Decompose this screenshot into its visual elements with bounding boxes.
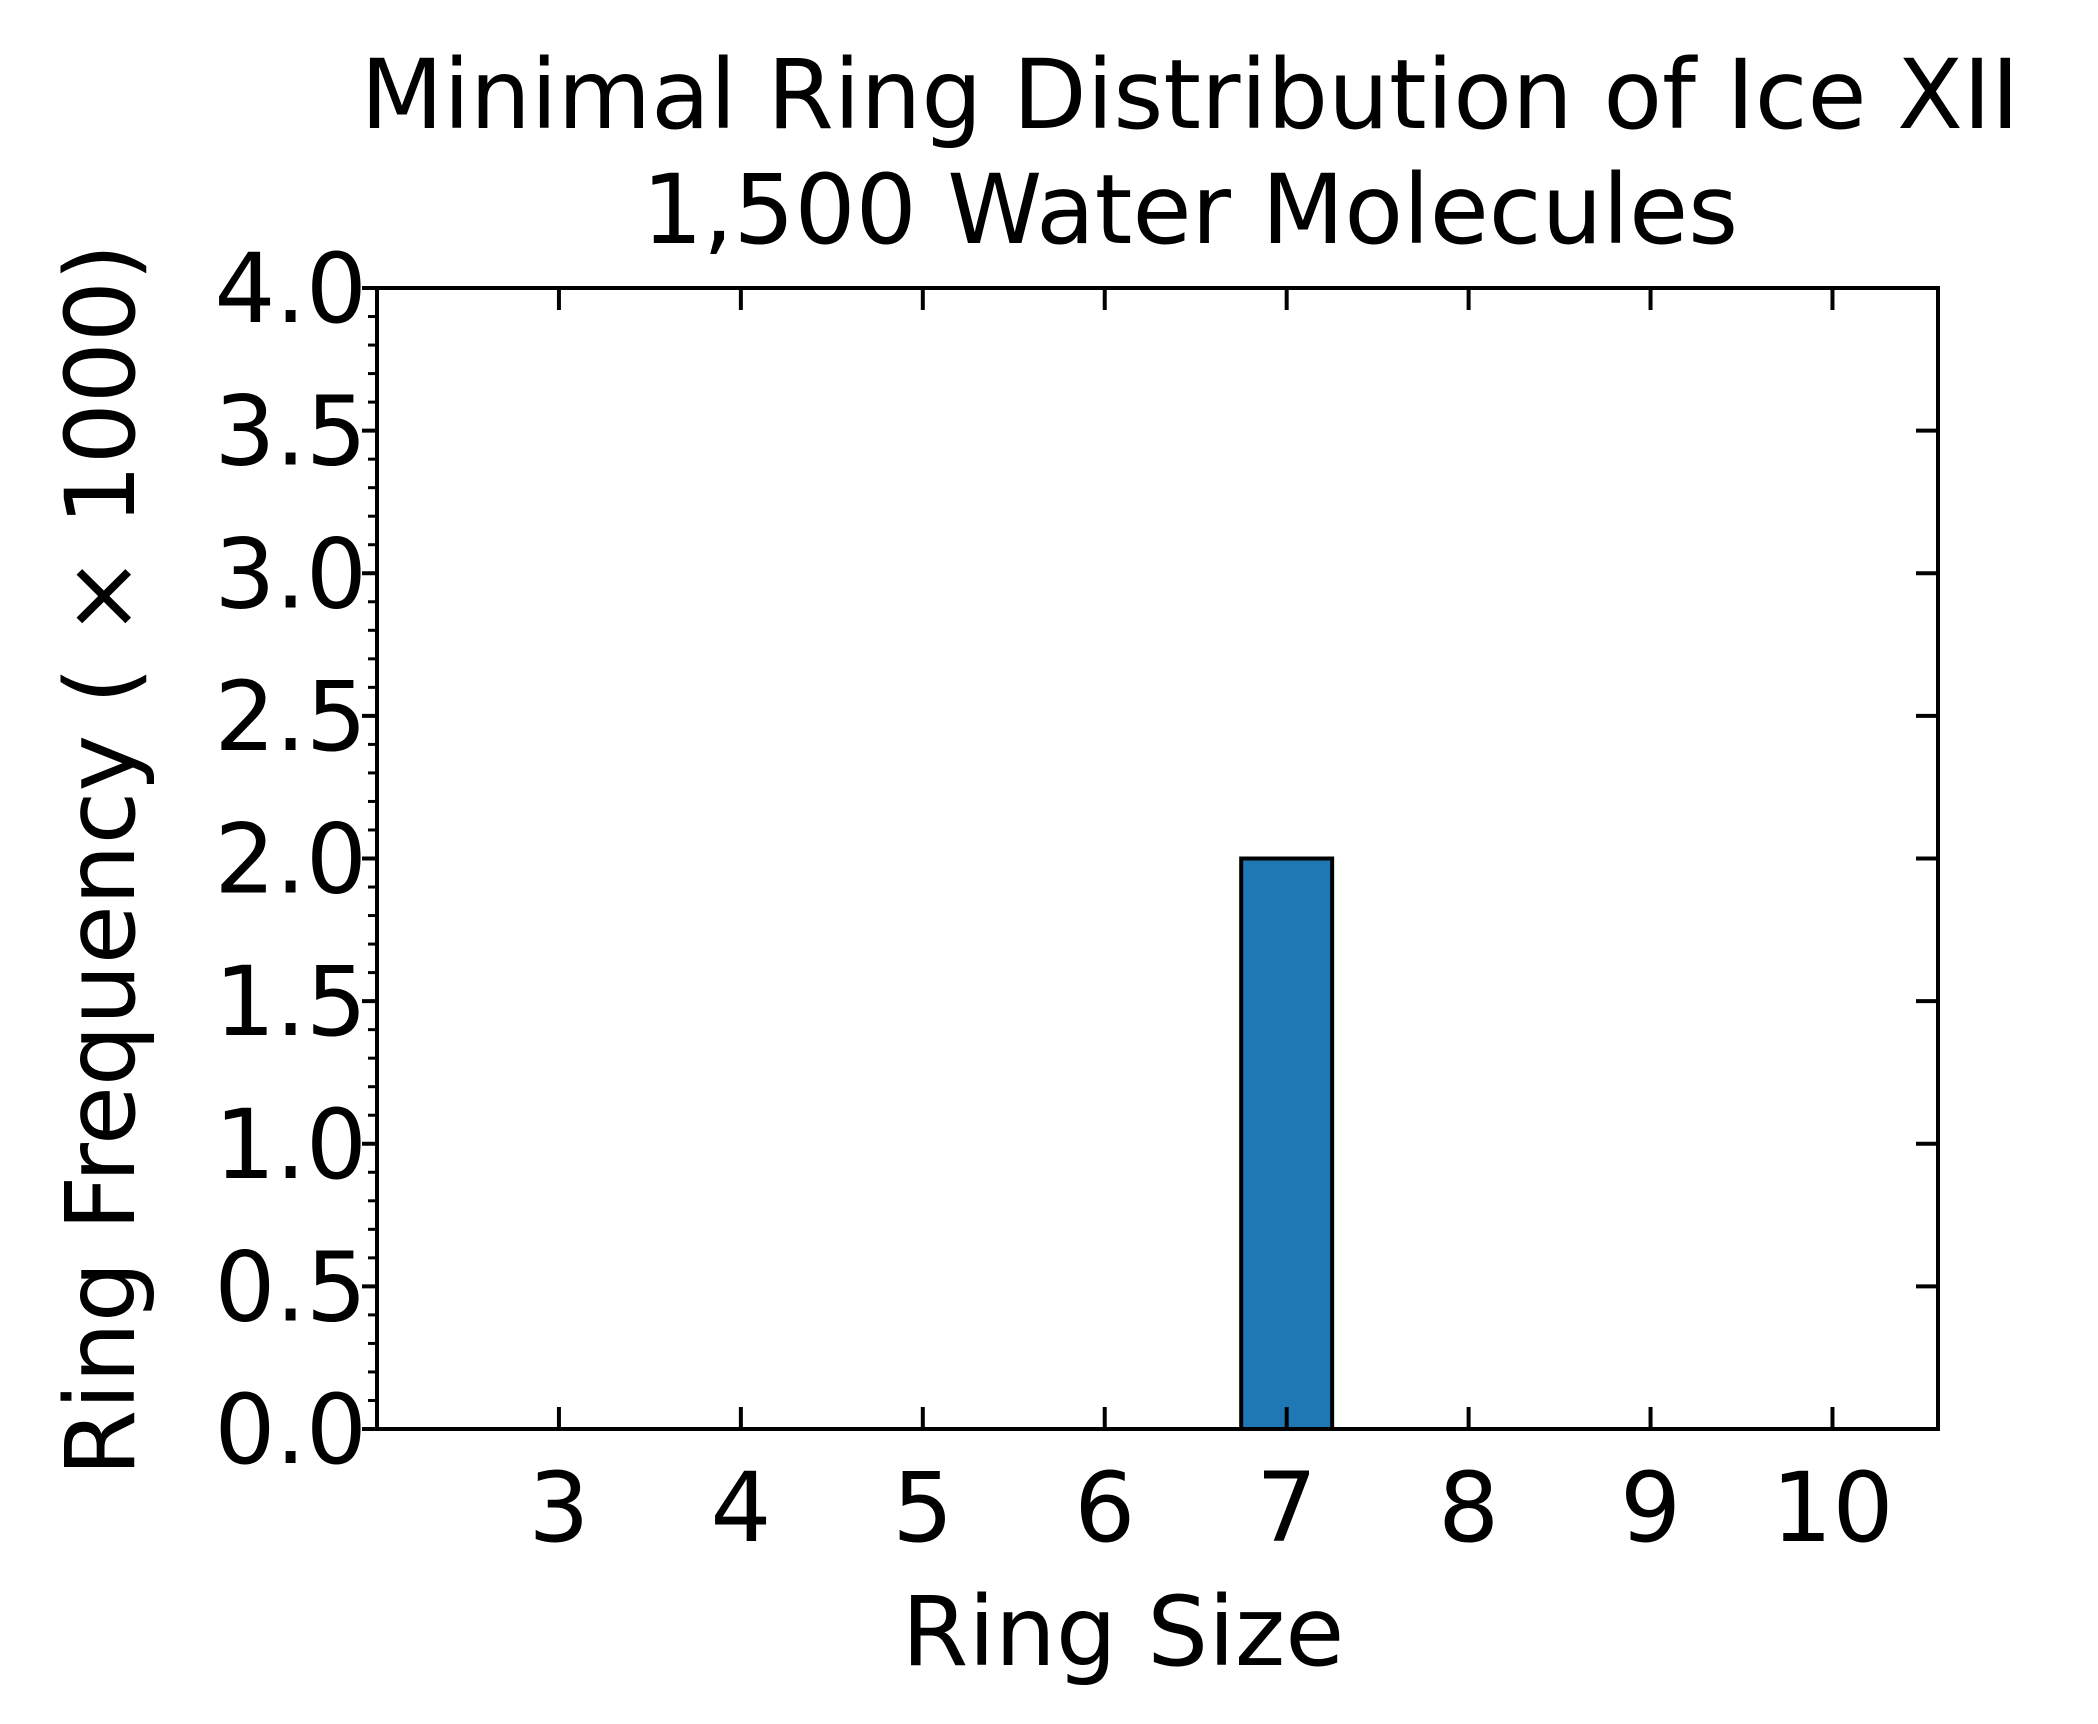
plot-frame: [375, 286, 1940, 1431]
bar-7: [1239, 856, 1335, 1431]
y-tick-label-5: 2.5: [214, 661, 367, 773]
y-tick-label-8: 4.0: [214, 233, 367, 345]
y-tick-label-6: 3.0: [214, 518, 367, 630]
x-tick-label-7: 7: [1256, 1452, 1317, 1564]
chart-subtitle: 1,500 Water Molecules: [642, 154, 1738, 266]
x-tick-label-9: 9: [1620, 1452, 1681, 1564]
y-tick-label-7: 3.5: [214, 376, 367, 488]
x-tick-label-8: 8: [1438, 1452, 1499, 1564]
y-tick-label-1: 0.5: [214, 1231, 367, 1343]
x-tick-label-3: 3: [528, 1452, 589, 1564]
y-tick-label-2: 1.0: [214, 1089, 367, 1201]
x-tick-label-5: 5: [892, 1452, 953, 1564]
x-tick-label-6: 6: [1074, 1452, 1135, 1564]
y-tick-label-0: 0.0: [214, 1374, 367, 1486]
y-tick-label-3: 1.5: [214, 946, 367, 1058]
y-axis-label: Ring Frequency ( × 1000): [45, 244, 157, 1477]
x-axis-label: Ring Size: [902, 1576, 1345, 1688]
x-tick-label-4: 4: [710, 1452, 771, 1564]
chart-title: Minimal Ring Distribution of Ice XII: [361, 39, 2020, 151]
y-tick-label-4: 2.0: [214, 804, 367, 916]
x-tick-label-10: 10: [1771, 1452, 1893, 1564]
ticks-layer: 3 4 5 6 7 8 9 10 0.0 0.5 1.0 1.5 2.0 2.5 3.0 3.5 4.0: [214, 233, 1938, 1564]
